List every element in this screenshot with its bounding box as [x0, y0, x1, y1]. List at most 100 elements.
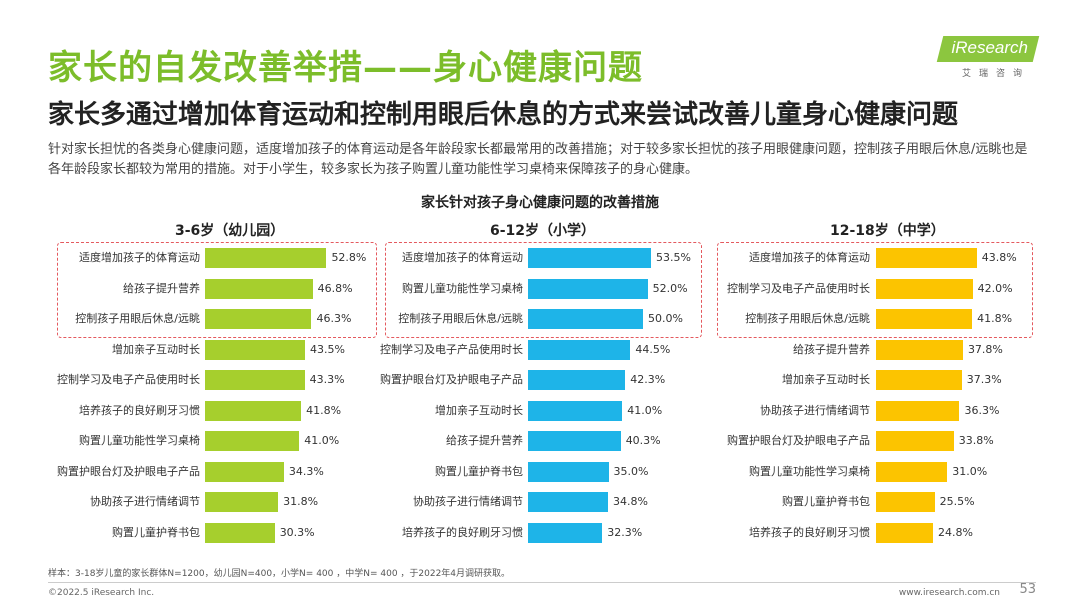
category-label: 给孩子提升营养	[123, 281, 200, 295]
bar	[205, 248, 327, 268]
category-label: 控制孩子用眼后休息/远眺	[398, 312, 523, 325]
category-label: 适度增加孩子的体育运动	[749, 251, 870, 264]
category-label: 购置护眼台灯及护眼电子产品	[380, 373, 523, 386]
value-label: 52.0%	[652, 281, 688, 295]
bar	[876, 309, 973, 329]
bar	[528, 309, 643, 329]
value-label: 32.3%	[607, 525, 643, 539]
value-label: 43.8%	[981, 251, 1017, 264]
highlight-box-0	[57, 242, 377, 338]
bar	[876, 461, 948, 482]
bar	[528, 522, 603, 543]
bar	[205, 461, 284, 482]
category-label: 培养孩子的良好刷牙习惯	[402, 525, 523, 539]
bar	[876, 339, 963, 360]
bar	[205, 431, 300, 451]
category-label: 购置儿童护脊书包	[782, 495, 870, 508]
value-label: 30.3%	[279, 525, 315, 539]
logo-subtext: 艾瑞咨询	[961, 69, 1030, 79]
bar	[205, 370, 305, 390]
page-number: 53	[1019, 582, 1036, 597]
panel-title-2: 12-18岁（中学）	[830, 223, 945, 239]
bar	[528, 339, 631, 360]
sample-footnote: 样本：3-18岁儿童的家长群体N=1200，幼儿园N=400，小学N= 400 …	[48, 569, 511, 579]
category-label: 购置儿童功能性学习桌椅	[749, 464, 870, 478]
value-label: 50.0%	[648, 312, 683, 325]
value-label: 35.0%	[613, 464, 649, 478]
footer-rule	[48, 582, 1036, 583]
value-label: 34.8%	[613, 495, 648, 508]
category-label: 购置儿童护脊书包	[112, 525, 200, 539]
category-label: 协助孩子进行情绪调节	[760, 403, 870, 417]
bar	[876, 400, 960, 421]
website-link[interactable]: www.iresearch.com.cn	[898, 588, 1000, 598]
bar	[876, 370, 962, 390]
value-label: 33.8%	[958, 434, 994, 447]
bar	[205, 522, 275, 543]
bar	[528, 492, 609, 512]
value-label: 46.3%	[316, 312, 352, 325]
bar	[528, 400, 623, 421]
chart-title: 家长针对孩子身心健康问题的改善措施	[421, 195, 659, 211]
category-label: 协助孩子进行情绪调节	[90, 495, 200, 508]
description: 针对家长担忧的各类身心健康问题，适度增加孩子的体育运动是各年龄段家长都最常用的改…	[48, 142, 1028, 177]
value-label: 25.5%	[939, 495, 975, 508]
page-title: 家长的自发改善举措——身心健康问题	[48, 48, 643, 88]
value-label: 24.8%	[938, 525, 973, 539]
category-label: 增加亲子互动时长	[782, 373, 870, 386]
bar	[876, 492, 935, 512]
value-label: 53.5%	[656, 251, 691, 264]
bar	[205, 339, 306, 360]
category-label: 培养孩子的良好刷牙习惯	[79, 403, 200, 417]
logo-text: iResearch	[951, 38, 1028, 57]
bar	[528, 461, 609, 482]
bar	[876, 248, 977, 268]
category-label: 控制学习及电子产品使用时长	[727, 281, 870, 295]
bar	[205, 400, 302, 421]
value-label: 34.3%	[288, 464, 324, 478]
category-label: 培养孩子的良好刷牙习惯	[749, 525, 870, 539]
value-label: 37.3%	[966, 373, 1002, 386]
category-label: 控制孩子用眼后休息/远眺	[745, 312, 870, 325]
value-label: 36.3%	[964, 403, 1000, 417]
category-label: 购置护眼台灯及护眼电子产品	[57, 464, 200, 478]
page-subtitle: 家长多通过增加体育运动和控制用眼后休息的方式来尝试改善儿童身心健康问题	[48, 100, 959, 130]
category-label: 控制学习及电子产品使用时长	[57, 373, 200, 386]
bar	[205, 309, 312, 329]
category-label: 协助孩子进行情绪调节	[413, 495, 523, 508]
category-label: 给孩子提升营养	[793, 342, 870, 356]
value-label: 41.8%	[306, 403, 342, 417]
value-label: 43.3%	[309, 373, 345, 386]
highlight-box-2	[717, 242, 1033, 338]
category-label: 控制学习及电子产品使用时长	[380, 342, 523, 356]
bar	[528, 370, 626, 390]
value-label: 46.8%	[317, 281, 353, 295]
category-label: 控制孩子用眼后休息/远眺	[75, 312, 200, 325]
value-label: 41.0%	[627, 403, 663, 417]
category-label: 购置护眼台灯及护眼电子产品	[727, 434, 870, 447]
value-label: 31.0%	[952, 464, 988, 478]
category-label: 给孩子提升营养	[446, 434, 523, 447]
bar	[876, 522, 934, 543]
category-label: 购置儿童功能性学习桌椅	[402, 281, 523, 295]
value-label: 41.0%	[304, 434, 340, 447]
highlight-box-1	[385, 242, 702, 338]
category-label: 购置儿童护脊书包	[435, 464, 523, 478]
bar	[528, 278, 648, 299]
value-label: 44.5%	[635, 342, 671, 356]
bar	[876, 278, 973, 299]
category-label: 适度增加孩子的体育运动	[79, 251, 200, 264]
panel-title-1: 6-12岁（小学）	[490, 223, 596, 239]
bar	[205, 492, 279, 512]
bar	[528, 248, 652, 268]
bar	[528, 431, 621, 451]
value-label: 37.8%	[967, 342, 1003, 356]
value-label: 31.8%	[283, 495, 319, 508]
value-label: 40.3%	[625, 434, 661, 447]
category-label: 增加亲子互动时长	[435, 403, 523, 417]
value-label: 43.5%	[310, 342, 345, 356]
category-label: 增加亲子互动时长	[112, 342, 200, 356]
value-label: 52.8%	[331, 251, 367, 264]
value-label: 41.8%	[977, 312, 1013, 325]
value-label: 42.0%	[977, 281, 1013, 295]
